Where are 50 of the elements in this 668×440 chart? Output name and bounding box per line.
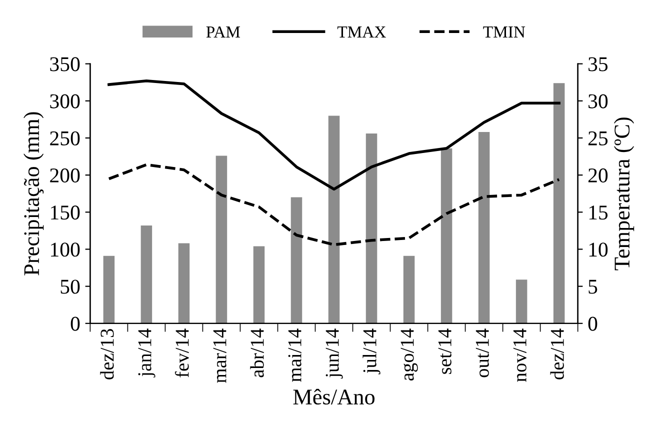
- x-tick-label: mai/14: [288, 328, 302, 382]
- x-tick-label: out/14: [476, 328, 489, 378]
- bar: [140, 225, 152, 324]
- x-tick-label: dez/14: [550, 328, 564, 380]
- legend-label: TMAX: [337, 26, 386, 38]
- x-tick-label: dez/13: [100, 329, 114, 380]
- bar: [253, 246, 265, 324]
- x-tick-label: fev/14: [174, 328, 189, 378]
- bar: [440, 148, 452, 324]
- y2-axis-title: Temperatura (ºC): [614, 118, 634, 270]
- legend-label: PAM: [206, 26, 240, 38]
- y2-tick-label: 5: [588, 280, 598, 294]
- y2-tick-label: 35: [588, 57, 608, 72]
- y-tick-label: 50: [60, 280, 80, 294]
- bar: [328, 116, 340, 324]
- x-tick-label: jun/14: [326, 328, 343, 379]
- legend-label: TMIN: [483, 26, 526, 38]
- x-tick-label: ago/14: [400, 328, 418, 380]
- line-series: [108, 163, 560, 246]
- y-tick-label: 100: [51, 242, 80, 257]
- bar: [366, 134, 378, 324]
- y2-tick-label: 20: [588, 168, 608, 182]
- y2-tick-label: 15: [589, 206, 608, 220]
- bar: [216, 156, 228, 324]
- bar: [290, 197, 302, 324]
- bar: [553, 83, 565, 324]
- bar: [178, 243, 190, 324]
- y2-tick-label: 30: [588, 94, 608, 108]
- x-axis-title: Mês/Ano: [293, 388, 375, 405]
- x-tick-label: mar/14: [213, 328, 226, 383]
- x-tick-label: nov/14: [513, 328, 526, 382]
- y-tick-label: 200: [50, 168, 80, 182]
- y-tick-label: 0: [70, 316, 80, 331]
- bar: [516, 280, 528, 324]
- y-tick-label: 350: [50, 57, 80, 72]
- y2-tick-label: 10: [589, 242, 608, 257]
- x-tick-label: jan/14: [138, 328, 156, 378]
- y-tick-label: 300: [50, 94, 80, 108]
- bar: [403, 256, 415, 324]
- y-tick-label: 250: [50, 131, 80, 146]
- y2-tick-label: 0: [588, 316, 598, 331]
- y-axis-title: Precipitação (mm): [24, 112, 44, 276]
- bar: [103, 256, 115, 324]
- bar: [478, 132, 490, 324]
- line-series: [108, 79, 560, 191]
- y2-tick-label: 25: [588, 131, 608, 146]
- y-tick-label: 150: [51, 206, 80, 220]
- x-tick-label: jul/14: [362, 328, 380, 374]
- x-tick-label: abr/14: [250, 328, 264, 378]
- x-tick-label: set/14: [438, 328, 452, 374]
